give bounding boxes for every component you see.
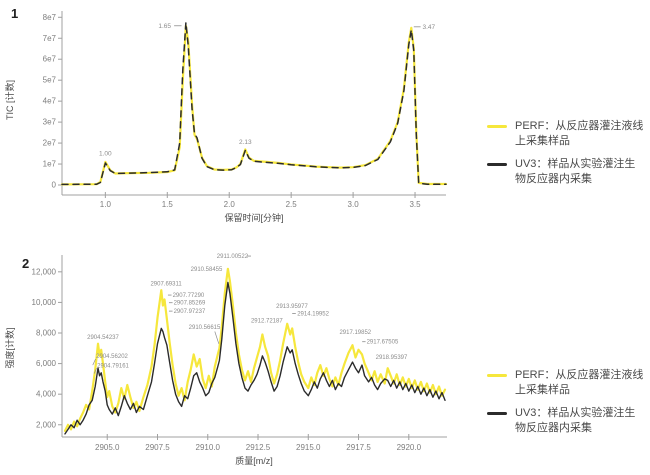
y-axis-title: TIC [计数] — [4, 80, 15, 120]
y-tick-label: 1e7 — [43, 160, 57, 169]
peak-label: 2907.77290 — [173, 293, 205, 299]
x-tick-label: 2.0 — [224, 200, 236, 209]
x-axis-title: 质量[m/z] — [235, 455, 273, 466]
peak-label-leader — [92, 358, 96, 366]
peak-label-leader — [214, 331, 220, 344]
y-tick-label: 6e7 — [43, 55, 57, 64]
y-tick-label: 3e7 — [43, 118, 57, 127]
panel2-number: 2 — [22, 256, 30, 271]
y-tick-label: 8e7 — [43, 13, 57, 22]
x-tick-label: 2912.5 — [246, 443, 271, 452]
x-axis-title: 保留时间[分钟] — [224, 212, 283, 223]
peak-label: 2.13 — [239, 139, 252, 146]
peak-label: 2904.56202 — [96, 354, 128, 360]
peak-label: 2907.69311 — [150, 282, 182, 288]
peak-label: 2917.19852 — [339, 330, 371, 336]
peak-label: 2913.95977 — [276, 304, 308, 310]
perf-line-swatch — [487, 374, 507, 377]
y-axis-title: 强度[计数] — [4, 327, 15, 368]
peak-label: 2917.67505 — [367, 340, 399, 346]
perf-line-swatch — [487, 125, 507, 128]
peak-label: 2914.19952 — [297, 311, 329, 317]
peak-label: 2904.79161 — [97, 363, 129, 369]
panel1-number: 1 — [11, 6, 19, 21]
peak-label: 2907.85269 — [174, 301, 206, 307]
x-tick-label: 1.0 — [100, 200, 112, 209]
x-tick-label: 2905.0 — [95, 443, 120, 452]
peak-label: 2911.00522 — [217, 254, 249, 260]
y-tick-label: 6,000 — [36, 359, 57, 368]
uv3-legend-label: UV3：样品从实验灌注生物反应器内采集 — [515, 157, 636, 186]
series-line-uv3 — [61, 21, 447, 186]
x-tick-label: 2.5 — [286, 200, 298, 209]
y-tick-label: 7e7 — [43, 34, 57, 43]
x-tick-label: 2917.5 — [346, 443, 371, 452]
x-tick-label: 2915.0 — [296, 443, 321, 452]
y-tick-label: 0 — [52, 181, 57, 190]
legend-item-uv3: UV3：样品从实验灌注生物反应器内采集 — [487, 157, 645, 188]
peak-label: 3.47 — [422, 24, 435, 31]
peak-label: 2904.54237 — [87, 335, 119, 341]
legend-item-perf: PERF：从反应器灌注液线上采集样品 — [487, 368, 645, 399]
x-tick-label: 2910.0 — [196, 443, 221, 452]
legend-item-perf: PERF：从反应器灌注液线上采集样品 — [487, 119, 645, 150]
series-line-uv3 — [64, 281, 446, 435]
peak-label: 2910.56615 — [189, 325, 221, 331]
panel1-legend: PERF：从反应器灌注液线上采集样品 UV3：样品从实验灌注生物反应器内采集 — [487, 119, 645, 195]
series-line-perf — [60, 24, 448, 186]
perf-legend-label: PERF：从反应器灌注液线上采集样品 — [515, 120, 644, 148]
x-tick-label: 3.5 — [409, 200, 421, 209]
peak-label: 2910.58455 — [191, 267, 223, 273]
peak-label: 2907.97237 — [174, 309, 206, 315]
y-tick-label: 5e7 — [43, 76, 57, 85]
peak-label: 2918.95397 — [376, 355, 408, 361]
x-tick-label: 2907.5 — [145, 443, 170, 452]
peak-label: 2912.72187 — [251, 318, 283, 324]
uv3-line-swatch — [487, 162, 507, 166]
panel2-legend: PERF：从反应器灌注液线上采集样品 UV3：样品从实验灌注生物反应器内采集 — [487, 368, 645, 444]
y-tick-label: 2e7 — [43, 139, 57, 148]
peak-label: 1.00 — [99, 151, 112, 158]
perf-legend-label: PERF：从反应器灌注液线上采集样品 — [515, 369, 644, 397]
series-line-perf — [63, 267, 447, 432]
peak-label: 1.65 — [158, 23, 171, 30]
y-tick-label: 4,000 — [36, 390, 57, 399]
panel1-chart-tic-chromatogram: 1.0 1.5 2.0 2.5 3.0 3.5 0 1e7 2e7 3e7 4e7 5e7 6e7 7e7… — [4, 11, 448, 223]
panel2-chart-mass-spectrum: 2905.0 2907.5 2910.0 2912.5 2915.0 2917.5 2920… — [4, 254, 447, 466]
uv3-legend-label: UV3：样品从实验灌注生物反应器内采集 — [515, 406, 636, 435]
y-tick-label: 4e7 — [43, 97, 57, 106]
y-tick-label: 8,000 — [36, 329, 57, 338]
legend-item-uv3: UV3：样品从实验灌注生物反应器内采集 — [487, 406, 645, 437]
peak-label-leader — [93, 368, 97, 374]
y-tick-label: 2,000 — [36, 420, 57, 429]
x-tick-label: 3.0 — [348, 200, 360, 209]
x-tick-label: 1.5 — [162, 200, 174, 209]
uv3-line-swatch — [487, 411, 507, 415]
y-tick-label: 12,000 — [32, 267, 57, 276]
x-tick-label: 2920.0 — [397, 443, 422, 452]
y-tick-label: 10,000 — [32, 298, 57, 307]
